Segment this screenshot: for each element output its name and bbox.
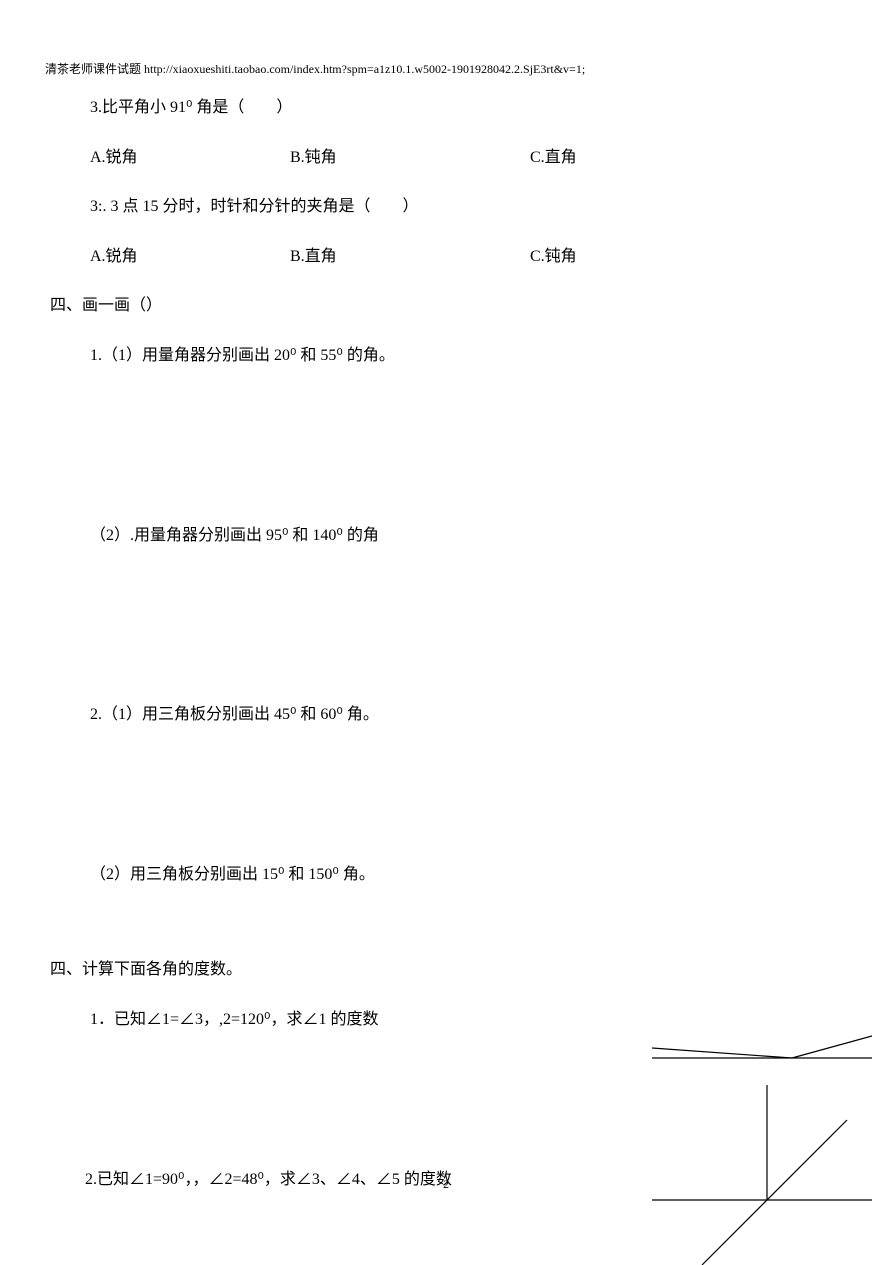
question-4a-1-1: 1.（1）用量角器分别画出 20⁰ 和 55⁰ 的角。 [90,343,842,369]
option-b: B.钝角 [290,145,530,171]
question-3: 3.比平角小 91⁰ 角是（ ） [90,95,842,121]
section-4b-title: 四、计算下面各角的度数。 [50,957,842,983]
question-4b-1: 1．已知∠1=∠3，,2=120⁰，求∠1 的度数 [90,1007,842,1033]
option-a: A.锐角 [90,244,290,270]
geometry-figure-1 [652,1030,872,1090]
option-b: B.直角 [290,244,530,270]
question-3-options: A.锐角 B.钝角 C.直角 [90,145,842,171]
option-c: C.直角 [530,145,680,171]
question-3b: 3:. 3 点 15 分时，时针和分针的夹角是（ ） [90,194,842,220]
question-4a-2-2: （2）用三角板分别画出 15⁰ 和 150⁰ 角。 [90,862,842,888]
question-4a-1-2: （2）.用量角器分别画出 95⁰ 和 140⁰ 的角 [90,523,842,549]
option-a: A.锐角 [90,145,290,171]
angle-diagram-2 [652,1085,872,1265]
option-c: C.钝角 [530,244,680,270]
question-3b-options: A.锐角 B.直角 C.钝角 [90,244,842,270]
page-number: 2 [443,1177,449,1192]
question-4a-2-1: 2.（1）用三角板分别画出 45⁰ 和 60⁰ 角。 [90,702,842,728]
section-4a-title: 四、画一画（） [50,293,842,319]
geometry-figure-2 [652,1085,872,1265]
header-source-link: 清茶老师课件试题 http://xiaoxueshiti.taobao.com/… [45,60,842,77]
angle-diagram-1 [652,1030,872,1090]
document-content: 3.比平角小 91⁰ 角是（ ） A.锐角 B.钝角 C.直角 3:. 3 点 … [50,95,842,1192]
